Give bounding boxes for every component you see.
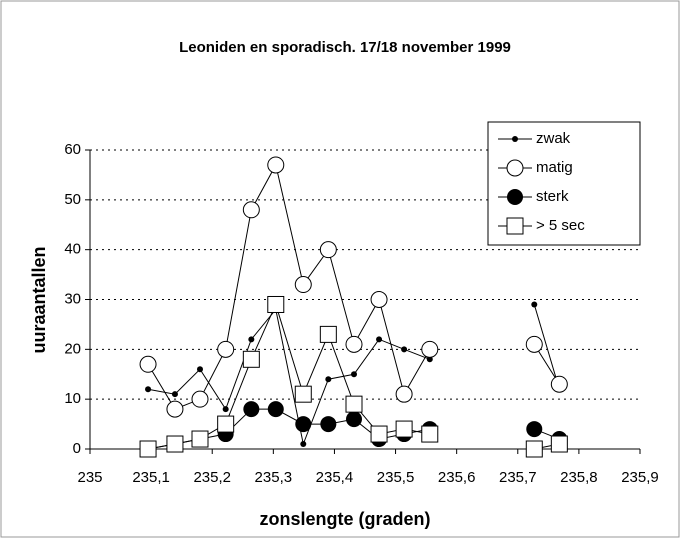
legend-marker	[506, 217, 524, 235]
legend-label: matig	[536, 159, 573, 176]
x-tick-label: 235,8	[560, 469, 598, 486]
point	[395, 385, 413, 403]
point	[421, 340, 439, 358]
point	[300, 441, 307, 448]
x-tick-label: 235,9	[621, 469, 659, 486]
point	[525, 440, 543, 458]
legend-marker	[507, 189, 523, 205]
point	[197, 366, 203, 373]
point	[191, 430, 209, 448]
point	[421, 425, 439, 443]
point	[395, 420, 413, 438]
point	[550, 435, 568, 453]
point	[346, 411, 362, 428]
point	[525, 335, 543, 353]
x-tick-label: 235,6	[438, 469, 476, 486]
chart-frame	[0, 0, 680, 538]
legend-label: zwak	[536, 130, 571, 147]
point	[145, 386, 152, 393]
point	[267, 156, 285, 174]
legend-marker	[512, 136, 518, 142]
y-tick-label: 50	[64, 191, 81, 208]
point	[426, 356, 433, 363]
x-tick-label: 235,4	[316, 469, 354, 486]
legend-label: > 5 sec	[536, 217, 585, 234]
point	[217, 415, 235, 433]
y-tick-label: 10	[64, 390, 81, 407]
x-tick-label: 235,7	[499, 469, 537, 486]
point	[526, 421, 543, 438]
y-tick-label: 30	[64, 290, 81, 307]
y-tick-label: 60	[64, 141, 81, 158]
y-tick-label: 40	[64, 241, 81, 258]
point	[267, 295, 285, 313]
point	[166, 435, 184, 453]
point	[191, 390, 209, 408]
point	[351, 371, 357, 378]
point	[319, 325, 337, 343]
x-tick-label: 235,5	[377, 469, 415, 486]
legend-marker	[506, 159, 524, 177]
point	[242, 201, 260, 219]
x-tick-label: 235	[77, 469, 102, 486]
point	[294, 276, 312, 294]
point	[345, 395, 363, 413]
point	[242, 350, 260, 368]
x-tick-label: 235,3	[255, 469, 293, 486]
point	[139, 440, 157, 458]
x-tick-label: 235,2	[193, 469, 231, 486]
y-tick-label: 0	[73, 440, 81, 457]
point	[370, 425, 388, 443]
point	[248, 336, 255, 343]
point	[320, 416, 337, 433]
point	[217, 340, 235, 358]
x-tick-label: 235,1	[132, 469, 170, 486]
point	[370, 291, 388, 308]
series-line	[147, 304, 560, 446]
point	[319, 241, 337, 259]
point	[295, 416, 312, 433]
y-tick-label: 20	[64, 340, 81, 357]
point	[139, 355, 157, 373]
point	[550, 375, 568, 393]
point	[171, 391, 178, 398]
point	[294, 385, 312, 403]
legend: zwak matig sterk > 5 sec	[487, 121, 641, 246]
y-axis-title: uuraantallen	[29, 246, 49, 353]
point	[243, 401, 260, 418]
point	[376, 336, 383, 343]
point	[345, 335, 363, 353]
point	[401, 346, 408, 353]
point	[267, 401, 284, 418]
point	[325, 376, 332, 383]
point	[222, 406, 229, 413]
chart-title: Leoniden en sporadisch. 17/18 november 1…	[179, 39, 511, 56]
x-axis-title: zonslengte (graden)	[259, 509, 430, 529]
point	[531, 301, 538, 308]
legend-label: sterk	[536, 188, 569, 205]
point	[166, 400, 184, 418]
